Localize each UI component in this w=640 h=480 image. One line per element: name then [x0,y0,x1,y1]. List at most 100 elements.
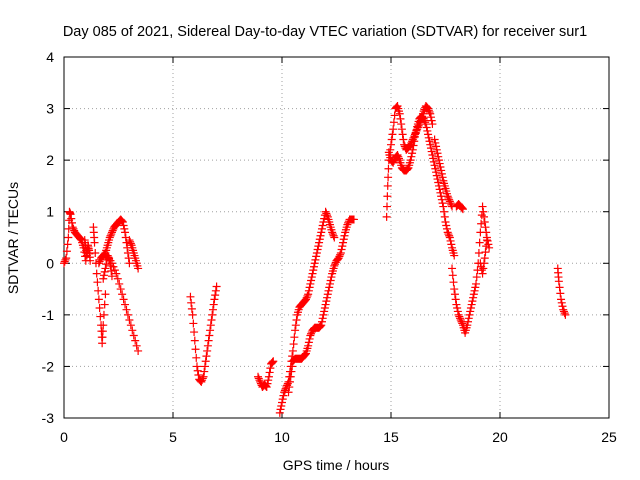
data-point [112,269,121,278]
data-point [427,147,436,156]
data-point [424,106,433,115]
data-point [278,395,287,404]
data-point [67,214,76,223]
data-point [128,326,137,335]
data-point [349,215,358,224]
data-point [428,150,437,159]
data-point [396,114,405,123]
data-point [105,233,114,242]
data-point [192,353,201,362]
data-point [322,297,331,306]
data-point [305,334,314,343]
data-point [81,252,90,261]
data-point [423,126,432,135]
data-point [556,289,565,298]
data-point [317,224,326,233]
data-point [103,251,112,260]
data-point [339,238,348,247]
data-point [302,293,311,302]
data-point [450,285,459,294]
data-point [115,279,124,288]
data-point [277,401,286,410]
data-point [442,224,451,233]
x-tick-label: 20 [492,429,508,445]
data-point [472,273,481,282]
data-point [113,274,122,283]
data-point [269,357,278,366]
data-point [481,248,490,257]
data-point [94,286,103,295]
data-point [305,283,314,292]
data-point [126,321,135,330]
data-point [60,257,69,266]
data-point [189,319,198,328]
data-point [131,336,140,345]
data-point [393,150,402,159]
data-point [431,164,440,173]
data-point [275,408,284,417]
data-point [328,230,337,239]
data-point [440,212,449,221]
data-point [95,303,104,312]
data-point [456,314,465,323]
data-point [389,158,398,167]
data-point [279,391,288,400]
data-point [397,125,406,134]
data-point [132,341,141,350]
y-tick-label: -3 [42,410,55,426]
data-point [107,230,116,239]
data-point [471,283,480,292]
data-point [480,259,489,268]
data-point [125,236,134,245]
data-point [287,367,296,376]
data-point [403,164,412,173]
data-point [438,173,447,182]
data-point [426,140,435,149]
data-point [263,379,272,388]
data-point [458,205,467,214]
data-point [125,316,134,325]
data-point [453,307,462,316]
data-point [432,168,441,177]
data-point [304,290,313,299]
data-point [75,234,84,243]
data-point [301,295,310,304]
data-point [203,341,212,350]
data-point [308,269,317,278]
data-point [322,209,331,218]
data-point [436,188,445,197]
data-point [190,328,199,337]
data-point [426,109,435,118]
data-point [194,371,203,380]
data-point [557,295,566,304]
data-point [482,242,491,251]
data-point [68,223,77,232]
data-point [325,283,334,292]
data-point [432,145,441,154]
data-point [438,199,447,208]
data-point [433,175,442,184]
data-point [318,221,327,230]
data-point [61,255,70,264]
data-point [427,116,436,125]
data-point [424,130,433,139]
data-point [210,295,219,304]
data-point [254,372,263,381]
data-point [425,137,434,146]
data-point [330,261,339,270]
data-point [335,252,344,261]
data-point [409,141,418,150]
data-point [561,310,570,319]
data-point [472,279,481,288]
data-point [432,171,441,180]
data-point [188,310,197,319]
data-point [64,233,73,242]
data-point [466,307,475,316]
data-point [118,217,127,226]
data-point [304,286,313,295]
data-point [60,259,68,268]
data-point [316,231,325,240]
plot-frame [63,56,610,419]
data-point [455,312,464,321]
y-axis-label: SDTVAR / TECUs [5,182,21,294]
